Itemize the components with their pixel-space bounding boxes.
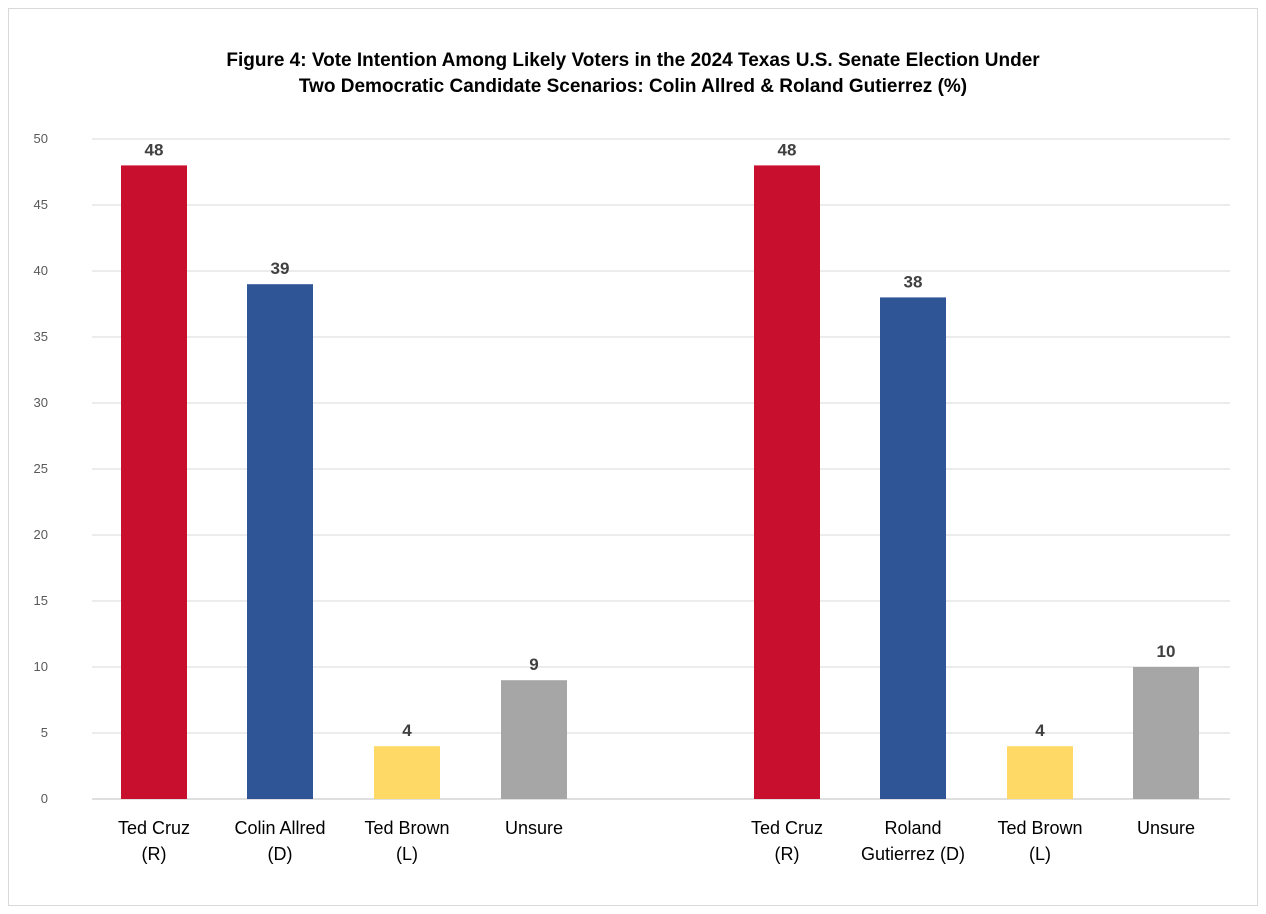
data-label: 10 bbox=[1157, 642, 1176, 661]
data-label: 9 bbox=[529, 655, 538, 674]
bar bbox=[501, 680, 567, 799]
bar bbox=[1133, 667, 1199, 799]
y-tick-label: 0 bbox=[41, 791, 48, 806]
bar bbox=[374, 746, 440, 799]
category-label: (R) bbox=[775, 844, 800, 864]
y-tick-label: 40 bbox=[34, 263, 48, 278]
category-label: Colin Allred bbox=[234, 818, 325, 838]
chart-title-line-1: Figure 4: Vote Intention Among Likely Vo… bbox=[226, 50, 1040, 71]
y-tick-label: 15 bbox=[34, 593, 48, 608]
y-tick-label: 35 bbox=[34, 329, 48, 344]
bar bbox=[121, 165, 187, 799]
category-label: Ted Brown bbox=[997, 818, 1082, 838]
data-label: 48 bbox=[145, 140, 164, 159]
y-tick-label: 10 bbox=[34, 659, 48, 674]
y-tick-label: 45 bbox=[34, 197, 48, 212]
category-label: Ted Cruz bbox=[118, 818, 190, 838]
category-label: Unsure bbox=[505, 818, 563, 838]
category-label: (R) bbox=[142, 844, 167, 864]
data-label: 4 bbox=[1035, 721, 1045, 740]
category-label: Ted Brown bbox=[364, 818, 449, 838]
y-tick-label: 50 bbox=[34, 131, 48, 146]
bar bbox=[1007, 746, 1073, 799]
bar bbox=[754, 165, 820, 799]
bar bbox=[880, 297, 946, 799]
category-label: (D) bbox=[268, 844, 293, 864]
y-tick-label: 5 bbox=[41, 725, 48, 740]
category-label: Gutierrez (D) bbox=[861, 844, 965, 864]
data-label: 39 bbox=[271, 259, 290, 278]
data-label: 4 bbox=[402, 721, 412, 740]
y-tick-label: 30 bbox=[34, 395, 48, 410]
chart-title-line-2: Two Democratic Candidate Scenarios: Coli… bbox=[298, 76, 968, 97]
category-label: (L) bbox=[396, 844, 418, 864]
y-tick-label: 20 bbox=[34, 527, 48, 542]
category-label: Unsure bbox=[1137, 818, 1195, 838]
category-label: Roland bbox=[884, 818, 941, 838]
y-tick-label: 25 bbox=[34, 461, 48, 476]
category-label: Ted Cruz bbox=[751, 818, 823, 838]
bar bbox=[247, 284, 313, 799]
category-label: (L) bbox=[1029, 844, 1051, 864]
data-label: 38 bbox=[904, 272, 923, 291]
data-label: 48 bbox=[778, 140, 797, 159]
chart-title: Figure 4: Vote Intention Among Likely Vo… bbox=[0, 48, 1266, 100]
